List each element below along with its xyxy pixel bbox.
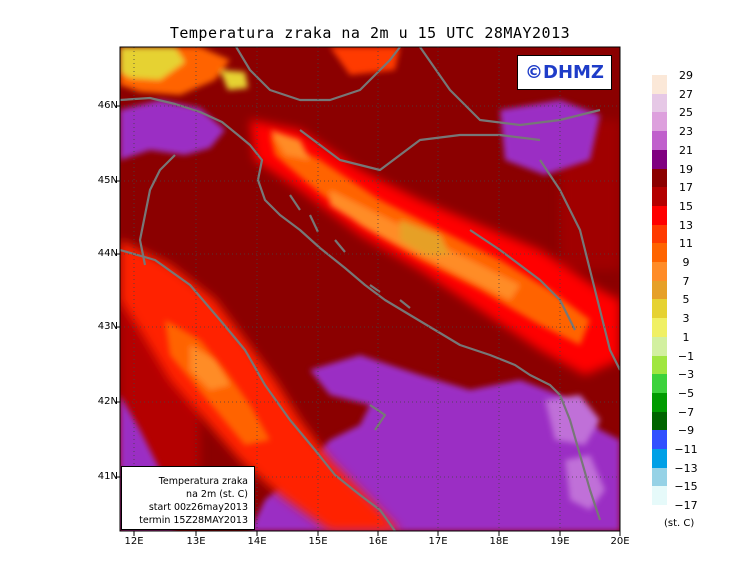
legend-label: 19 <box>679 162 693 176</box>
legend-label: −7 <box>677 405 695 419</box>
legend-swatch <box>652 505 667 525</box>
legend-swatch <box>652 355 667 375</box>
legend-swatch <box>652 336 667 356</box>
legend-label: 5 <box>682 293 690 307</box>
legend-swatch <box>652 75 667 95</box>
lon-label-15e: 15E <box>308 536 328 547</box>
lon-label-13e: 13E <box>186 536 206 547</box>
info-box: Temperatura zraka na 2m (st. C) start 00… <box>121 466 255 530</box>
legend-swatch <box>652 299 667 319</box>
legend-label: −9 <box>677 424 695 438</box>
legend-swatch <box>652 224 667 244</box>
legend-label: −17 <box>674 499 698 513</box>
legend-label: 27 <box>679 87 693 101</box>
legend-swatch <box>652 430 667 450</box>
lon-label-14e: 14E <box>247 536 267 547</box>
legend-label: 1 <box>682 330 690 344</box>
lon-label-19e: 19E <box>550 536 570 547</box>
legend-label: 15 <box>679 199 693 213</box>
legend-swatch <box>652 243 667 263</box>
legend-swatch <box>652 392 667 413</box>
info-line-3: start 00z26may2013 <box>148 502 248 513</box>
dhmz-logo: ©DHMZ <box>517 55 612 90</box>
map-title: Temperatura zraka na 2m u 15 UTC 28MAY20… <box>169 24 571 42</box>
legend-swatch <box>652 168 667 188</box>
legend-swatch <box>652 205 667 226</box>
lat-label-43n: 43N <box>97 321 118 332</box>
legend-swatch <box>652 280 667 300</box>
legend-swatch <box>652 449 667 469</box>
lat-label-42n: 42N <box>97 396 118 407</box>
lon-label-16e: 16E <box>368 536 388 547</box>
legend-label: 3 <box>682 312 690 326</box>
lon-label-12e: 12E <box>124 536 144 547</box>
legend-label: 25 <box>679 106 693 120</box>
legend-label: −11 <box>674 443 698 456</box>
legend-label: 17 <box>679 181 693 195</box>
legend-label: 29 <box>679 69 693 82</box>
legend-swatch <box>652 467 667 487</box>
legend-swatch <box>652 486 667 506</box>
legend-label: −1 <box>677 349 695 363</box>
legend-label: −5 <box>677 386 695 400</box>
legend-label: 23 <box>679 125 693 139</box>
legend-units: (st. C) <box>664 518 695 529</box>
lon-label-20e: 20E <box>610 536 630 547</box>
legend-label: −13 <box>674 461 698 475</box>
info-line-4: termin 15Z28MAY2013 <box>139 515 248 526</box>
legend-swatch <box>652 149 667 169</box>
legend-swatch <box>652 374 667 394</box>
legend-swatch <box>652 262 667 282</box>
legend-swatch <box>652 93 667 113</box>
legend-label: −15 <box>674 480 698 494</box>
legend-swatch <box>652 187 667 207</box>
legend-label: −3 <box>677 368 695 382</box>
info-line-1: Temperatura zraka <box>158 476 248 487</box>
legend-label: 21 <box>679 143 693 157</box>
legend-label: 13 <box>679 218 693 232</box>
lon-label-18e: 18E <box>489 536 509 547</box>
lon-label-17e: 17E <box>428 536 448 547</box>
legend-label: 11 <box>679 237 693 251</box>
legend-swatch <box>652 112 667 132</box>
legend-label: 9 <box>682 256 690 269</box>
legend-swatch <box>652 131 667 151</box>
lat-label-45n: 45N <box>97 175 118 186</box>
lat-label-46n: 46N <box>97 100 118 111</box>
info-line-2: na 2m (st. C) <box>186 489 248 500</box>
legend-label: 7 <box>682 274 690 288</box>
legend-swatch <box>652 411 667 431</box>
legend-swatch <box>652 318 667 338</box>
lat-label-44n: 44N <box>97 248 118 259</box>
lat-label-41n: 41N <box>97 471 118 482</box>
